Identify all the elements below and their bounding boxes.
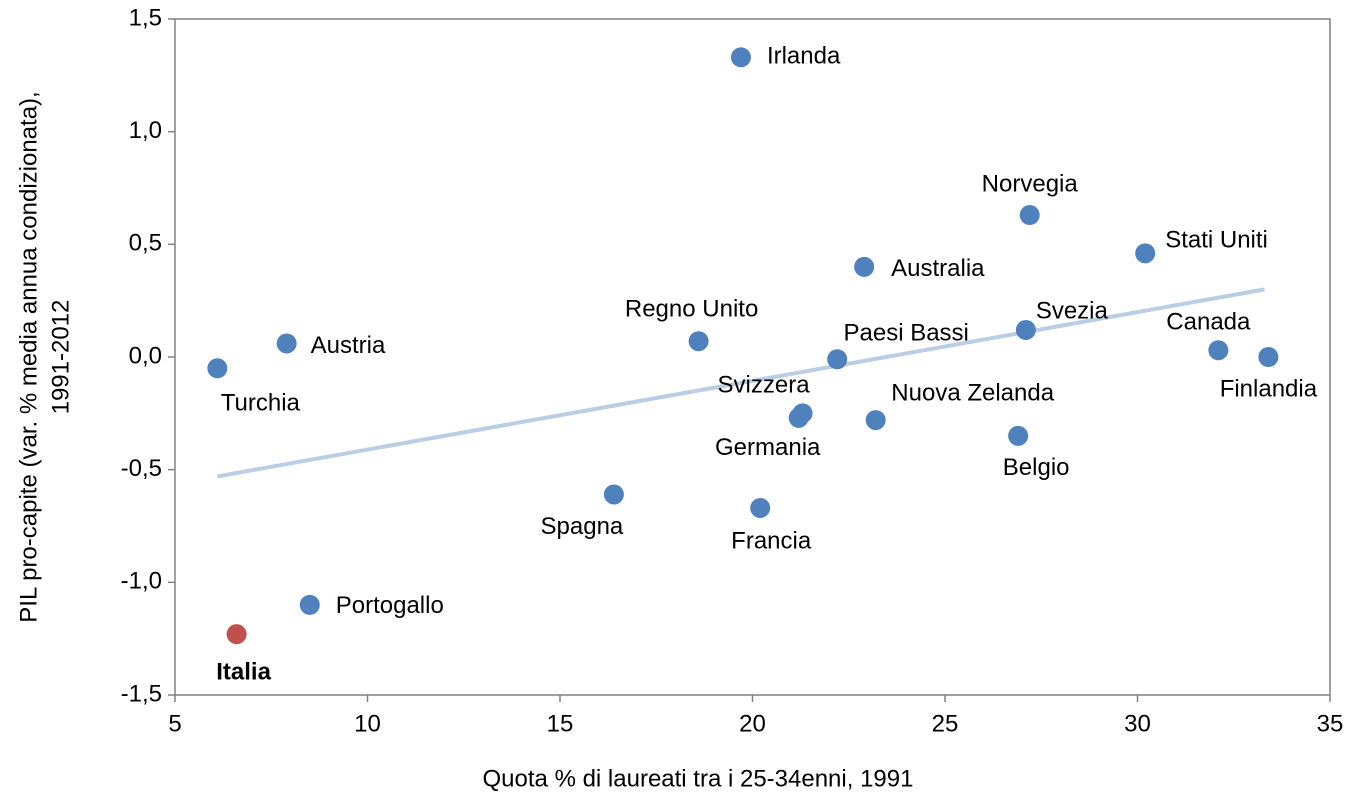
y-axis-label: 1991-2012 <box>47 300 74 415</box>
point-label: Svizzera <box>718 372 811 399</box>
point-label: Portogallo <box>336 592 444 619</box>
x-tick-label: 35 <box>1317 710 1344 737</box>
x-tick-label: 20 <box>739 710 766 737</box>
point <box>1015 319 1036 340</box>
point <box>730 47 751 68</box>
y-tick-label: -0,5 <box>121 455 162 482</box>
point-label: Irlanda <box>767 43 841 70</box>
point <box>1135 243 1156 264</box>
point-label: Finlandia <box>1220 375 1318 402</box>
point-label: Stati Uniti <box>1165 227 1268 254</box>
point <box>688 331 709 352</box>
point <box>827 349 848 370</box>
point <box>750 497 771 518</box>
x-axis-label: Quota % di laureati tra i 25-34enni, 199… <box>483 765 914 792</box>
point-label: Spagna <box>541 513 624 540</box>
point <box>854 256 875 277</box>
point <box>299 594 320 615</box>
point-label: Belgio <box>1003 454 1070 481</box>
point-label: Nuova Zelanda <box>891 379 1054 406</box>
point <box>276 333 297 354</box>
x-tick-label: 15 <box>547 710 574 737</box>
point <box>603 484 624 505</box>
x-tick-label: 10 <box>354 710 381 737</box>
point-label: Norvegia <box>982 170 1079 197</box>
x-tick-label: 5 <box>168 710 181 737</box>
point <box>226 624 247 645</box>
y-axis-label: PIL pro-capite (var. % media annua condi… <box>15 91 42 622</box>
y-tick-label: -1,0 <box>121 568 162 595</box>
point-label: Francia <box>731 527 812 554</box>
point <box>1008 425 1029 446</box>
x-tick-label: 25 <box>932 710 959 737</box>
point-label: Italia <box>216 659 271 686</box>
point-label: Austria <box>311 332 386 359</box>
x-tick-label: 30 <box>1124 710 1151 737</box>
point-label: Australia <box>891 255 985 282</box>
point-label: Regno Unito <box>625 296 758 323</box>
point-label: Canada <box>1166 309 1251 336</box>
point <box>207 358 228 379</box>
point-label: Svezia <box>1036 297 1109 324</box>
y-tick-label: 0,0 <box>129 342 162 369</box>
point <box>1258 347 1279 367</box>
point <box>865 410 886 431</box>
trendline <box>216 287 1265 479</box>
y-tick-label: 1,5 <box>129 4 162 31</box>
y-tick-label: 1,0 <box>129 117 162 144</box>
point-label: Germania <box>715 434 821 461</box>
point <box>788 407 809 428</box>
y-tick-label: -1,5 <box>121 680 162 707</box>
point <box>1208 340 1229 361</box>
point <box>1019 205 1040 226</box>
point-label: Paesi Bassi <box>844 320 969 347</box>
y-tick-label: 0,5 <box>129 230 162 257</box>
point-label: Turchia <box>221 390 301 417</box>
